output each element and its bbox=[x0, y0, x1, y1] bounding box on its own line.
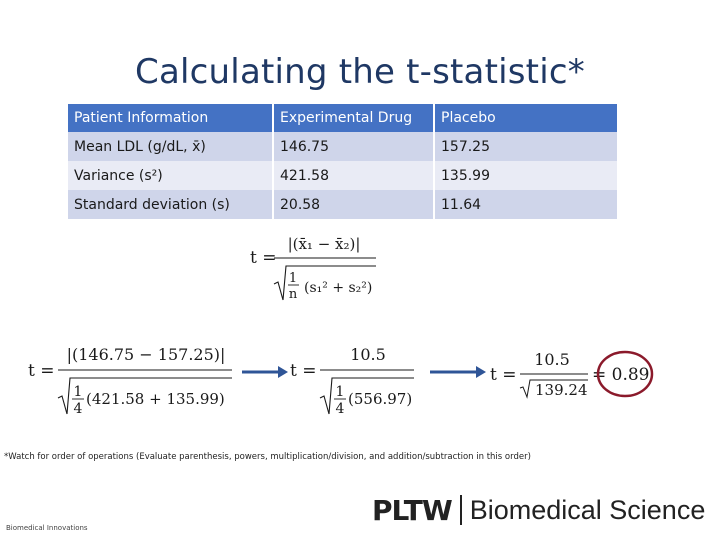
frac-den: n bbox=[289, 287, 298, 302]
logo-pltw-text: PLTW bbox=[372, 493, 453, 527]
experimental-value: 146.75 bbox=[274, 132, 433, 161]
placebo-value: 135.99 bbox=[435, 161, 617, 190]
course-name: Biomedical Innovations bbox=[6, 524, 88, 532]
arrow-icon bbox=[242, 366, 288, 378]
step2-formula: t = 10.5 1 4 (556.97) bbox=[290, 345, 414, 417]
pltw-logo: PLTW Biomedical Science bbox=[372, 490, 705, 530]
step1-formula: t = |(146.75 − 157.25)| 1 4 (421.58 + 13… bbox=[28, 345, 232, 417]
formula-numerator: |(146.75 − 157.25)| bbox=[67, 345, 226, 364]
formula-terms: (s₁² + s₂²) bbox=[304, 280, 372, 296]
formula-result: = 0.89 bbox=[592, 365, 650, 385]
patient-data-table: Patient Information Experimental Drug Pl… bbox=[66, 104, 619, 219]
footnote: *Watch for order of operations (Evaluate… bbox=[4, 452, 531, 462]
logo-subtitle: Biomedical Science bbox=[469, 494, 706, 525]
frac-den: 4 bbox=[336, 401, 345, 417]
frac-den: 4 bbox=[74, 401, 83, 417]
table-row: Variance (s²) 421.58 135.99 bbox=[68, 161, 617, 190]
formula-terms: (421.58 + 135.99) bbox=[86, 390, 225, 408]
formula-terms: (556.97) bbox=[348, 390, 412, 408]
header-placebo: Placebo bbox=[435, 104, 617, 132]
row-label: Mean LDL (g/dL, x̄) bbox=[68, 132, 272, 161]
formula-lhs: t = bbox=[290, 361, 316, 381]
frac-num: 1 bbox=[289, 271, 297, 286]
formula-lhs: t = bbox=[250, 248, 276, 268]
formula-numerator: 10.5 bbox=[350, 345, 386, 364]
formula-denominator: 139.24 bbox=[535, 381, 588, 399]
general-t-formula: t = |(x̄₁ − x̄₂)| 1 n (s₁² + s₂²) bbox=[250, 235, 376, 302]
experimental-value: 20.58 bbox=[274, 190, 433, 219]
formula-numerator: 10.5 bbox=[534, 350, 570, 369]
slide-title: Calculating the t-statistic* bbox=[135, 52, 585, 92]
formula-numerator: |(x̄₁ − x̄₂)| bbox=[288, 235, 361, 253]
row-label: Standard deviation (s) bbox=[68, 190, 272, 219]
row-label: Variance (s²) bbox=[68, 161, 272, 190]
table-header-row: Patient Information Experimental Drug Pl… bbox=[68, 104, 617, 132]
formula-lhs: t = bbox=[28, 361, 54, 381]
experimental-value: 421.58 bbox=[274, 161, 433, 190]
formula-lhs: t = bbox=[490, 365, 516, 385]
step3-formula: t = 10.5 139.24 = 0.89 bbox=[490, 350, 654, 399]
table-row: Mean LDL (g/dL, x̄) 146.75 157.25 bbox=[68, 132, 617, 161]
arrow-icon bbox=[430, 366, 486, 378]
frac-num: 1 bbox=[336, 384, 345, 400]
table-row: Standard deviation (s) 20.58 11.64 bbox=[68, 190, 617, 219]
header-patient-info: Patient Information bbox=[68, 104, 272, 132]
result-highlight-circle bbox=[596, 350, 654, 398]
header-experimental: Experimental Drug bbox=[274, 104, 433, 132]
logo-divider bbox=[459, 495, 462, 525]
frac-num: 1 bbox=[74, 384, 83, 400]
placebo-value: 11.64 bbox=[435, 190, 617, 219]
placebo-value: 157.25 bbox=[435, 132, 617, 161]
